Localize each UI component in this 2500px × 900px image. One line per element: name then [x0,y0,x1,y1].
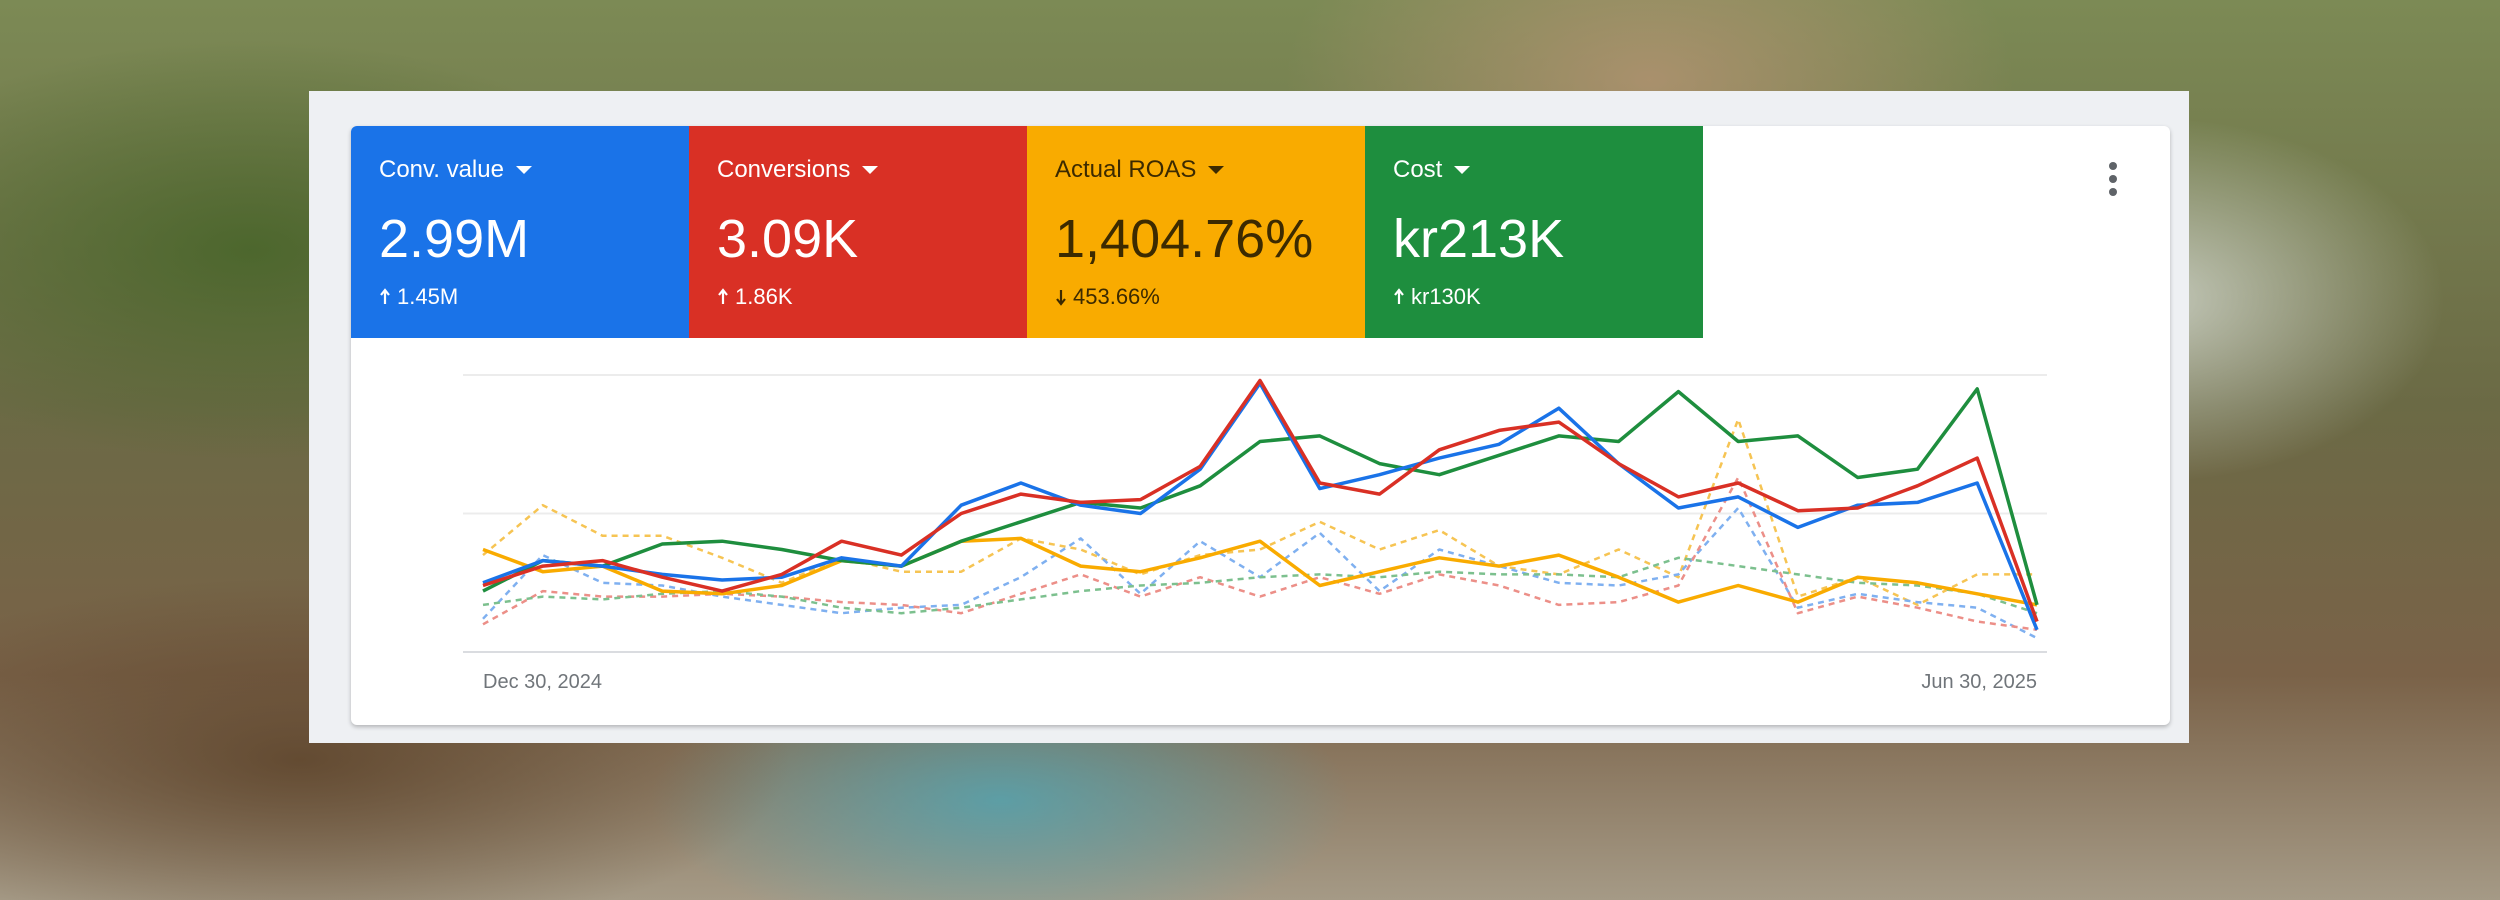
dropdown-triangle [862,166,879,174]
dropdown-arrow[interactable] [1454,165,1471,175]
metric-value: 2.99M [379,209,530,269]
metric-label: Cost [1393,156,1443,183]
comparison-line [482,556,2038,615]
metric-change: 1.86K [735,284,793,309]
metric-change-row: 1.86K [717,284,999,310]
arrow-glyph [380,288,390,304]
metric-value: kr213K [1393,209,1565,269]
comparison-line [482,418,2037,607]
metric-change-row: kr130K [1393,284,1675,310]
dropdown-arrow[interactable] [1208,165,1225,175]
metric-change: kr130K [1411,284,1481,309]
metric-value: 3.09K [717,209,859,269]
arrow-glyph [718,288,728,304]
dropdown-arrow[interactable] [862,165,879,175]
series-line [482,536,2038,607]
dropdown-triangle [1208,166,1225,174]
metric-label: Actual ROAS [1055,156,1197,183]
comparison-line [482,476,2038,632]
dropdown-triangle [515,166,532,174]
metric-label: Conv. value [379,156,504,183]
metric-change-row: 453.66% [1055,284,1337,310]
metric-label-row: Conv. value [379,156,661,184]
change-arrow [1394,288,1404,304]
arrow-glyph [1394,288,1404,304]
metric-change-row: 1.45M [379,284,661,310]
metric-label-row: Actual ROAS [1055,156,1337,184]
dropdown-arrow[interactable] [515,165,532,175]
x-tick-label: Dec 30, 2024 [483,671,602,693]
metric-tile[interactable]: Conversions 3.09K 1.86K [689,126,1027,338]
metric-label-row: Conversions [717,156,999,184]
change-arrow [1056,290,1066,306]
change-arrow [718,288,728,304]
metric-change: 1.45M [397,284,459,309]
metric-tile[interactable]: Actual ROAS 1,404.76% 453.66% [1027,126,1365,338]
performance-card: Dec 30, 2024 Jun 30, 2025 Conv. value 2.99… [351,126,2170,725]
metric-tile[interactable]: Cost kr213K kr130K [1365,126,1703,338]
metric-value: 1,404.76% [1055,209,1314,269]
comparison-line [482,506,2038,640]
metric-label: Conversions [717,156,851,183]
metric-change: 453.66% [1073,284,1160,309]
x-tick-label: Jun 30, 2025 [1921,671,2037,693]
more-menu[interactable] [2093,154,2133,214]
series-line [482,378,2039,623]
metric-label-row: Cost [1393,156,1675,184]
arrow-glyph [1056,290,1066,306]
chart: Dec 30, 2024 Jun 30, 2025 [463,374,2047,693]
series-line [482,387,2039,606]
dropdown-triangle [1454,166,1471,174]
change-arrow [380,288,390,304]
metric-tile[interactable]: Conv. value 2.99M 1.45M [351,126,689,338]
